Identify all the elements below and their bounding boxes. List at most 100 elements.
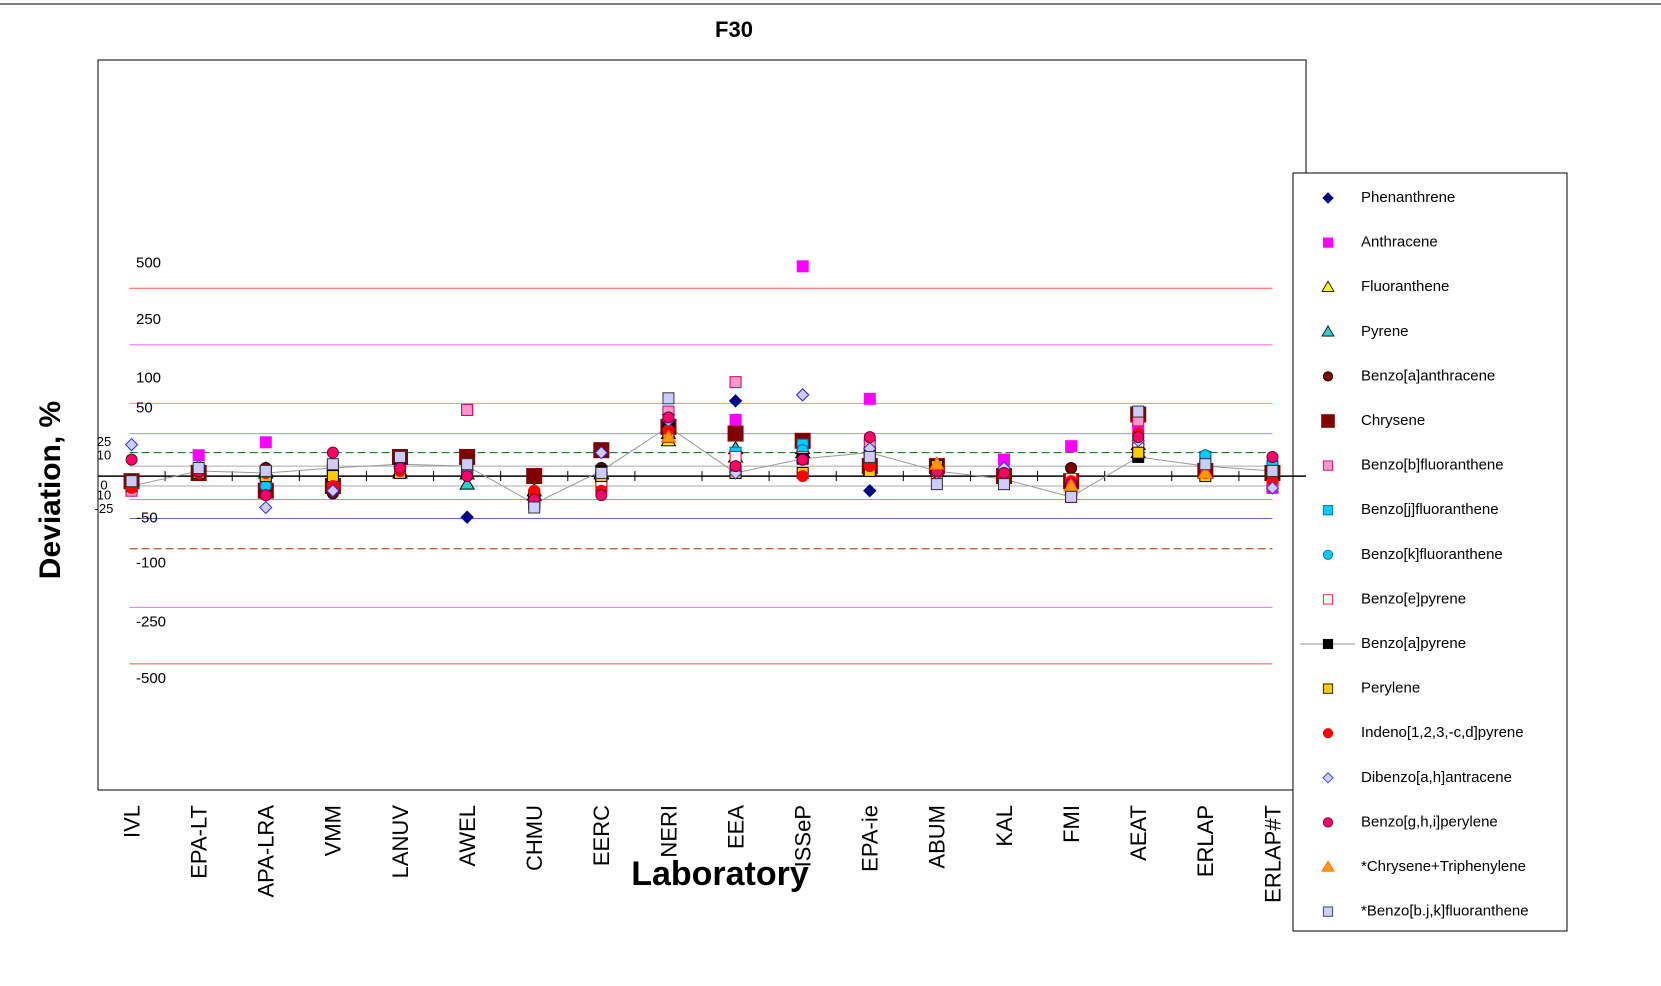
data-point	[1132, 431, 1145, 444]
x-tick-label: APA-LRA	[254, 805, 279, 898]
data-point	[1199, 458, 1212, 471]
x-tick-label: KAL	[992, 805, 1017, 847]
data-point	[1065, 461, 1078, 474]
data-point	[795, 388, 810, 402]
legend-label: *Chrysene+Triphenylene	[1361, 858, 1526, 875]
legend-marker	[1322, 772, 1334, 784]
data-point	[259, 436, 272, 449]
x-tick-label: FMI	[1059, 805, 1084, 843]
legend-label: Benzo[a]anthracene	[1361, 367, 1495, 384]
data-point	[326, 484, 340, 498]
data-point	[660, 429, 677, 443]
legend-label: Perylene	[1361, 680, 1420, 697]
plot-frame	[97, 59, 1307, 791]
legend-label: Anthracene	[1361, 234, 1438, 251]
data-point	[662, 392, 675, 405]
legend-label: Benzo[k]fluoranthene	[1361, 546, 1503, 563]
y-tick-label: 50	[136, 400, 153, 417]
legend-label: Benzo[a]pyrene	[1361, 635, 1466, 652]
legend-marker	[1322, 683, 1334, 694]
legend-marker	[1321, 325, 1335, 337]
data-point	[259, 500, 273, 515]
x-tick-label: AWEL	[455, 805, 480, 867]
data-point	[1132, 446, 1145, 459]
data-point	[662, 411, 675, 424]
data-point	[727, 425, 744, 442]
data-point	[461, 403, 474, 416]
x-tick-label: ISSeP	[790, 805, 815, 867]
series-line	[131, 426, 1273, 505]
legend-label: Fluoranthene	[1361, 278, 1449, 295]
legend-label: Benzo[e]pyrene	[1361, 590, 1466, 607]
legend-marker	[1322, 237, 1334, 248]
x-tick-label: EPA-LT	[186, 805, 211, 879]
legend-marker	[1322, 817, 1334, 828]
data-point	[930, 478, 943, 491]
y-tick-label: 10	[97, 487, 111, 502]
y-tick-label: 10	[97, 448, 111, 463]
data-point	[929, 456, 945, 470]
legend-label: Pyrene	[1361, 323, 1409, 340]
data-point	[459, 476, 475, 490]
legend-label: Benzo[j]fluoranthene	[1361, 501, 1499, 518]
legend-marker	[1322, 906, 1334, 917]
y-tick-label: -500	[136, 670, 166, 687]
legend-label: Dibenzo[a,h]antracene	[1361, 769, 1512, 786]
y-axis-title: Deviation, %	[34, 401, 67, 579]
data-point	[1266, 464, 1279, 477]
y-tick-label: -25	[95, 501, 114, 516]
y-tick-label: -50	[136, 510, 158, 527]
legend-marker	[1321, 414, 1335, 428]
data-point	[729, 460, 742, 473]
y-tick-label: -100	[136, 555, 166, 572]
data-point	[1132, 405, 1145, 418]
y-tick-label: 250	[136, 311, 161, 328]
data-point	[125, 475, 138, 488]
data-point	[259, 489, 272, 502]
legend-box	[1292, 172, 1568, 932]
data-point	[1197, 464, 1214, 479]
data-point	[1065, 440, 1078, 453]
data-point	[595, 489, 608, 502]
legend-label: Benzo[b]fluoranthene	[1361, 457, 1504, 474]
x-tick-label: EERC	[589, 805, 614, 866]
data-point	[394, 450, 406, 463]
legend-marker	[1322, 460, 1334, 471]
legend-marker	[1322, 192, 1334, 204]
x-tick-label: ERLAP	[1193, 805, 1218, 877]
data-point	[595, 466, 608, 479]
legend-label: *Benzo[b.j,k]fluoranthene	[1361, 903, 1529, 920]
data-point	[461, 470, 474, 483]
legend-marker	[1322, 638, 1334, 650]
legend-label: Chrysene	[1361, 412, 1425, 429]
x-tick-label: AEAT	[1126, 805, 1151, 861]
data-point	[460, 510, 474, 524]
data-point	[796, 260, 809, 273]
data-point	[192, 449, 205, 462]
data-point	[192, 461, 205, 474]
data-point	[729, 376, 742, 389]
y-tick-label: 0	[100, 478, 107, 493]
data-point	[863, 450, 876, 463]
data-point	[863, 431, 876, 444]
x-axis-title: Laboratory	[631, 855, 809, 893]
x-tick-label: EEA	[723, 805, 748, 849]
data-point	[526, 468, 543, 485]
data-point	[1065, 490, 1078, 503]
data-point	[124, 437, 139, 452]
chart-title: F30	[715, 17, 753, 42]
legend-label: Phenanthrene	[1361, 189, 1455, 206]
data-point	[259, 464, 272, 477]
y-tick-label: 100	[136, 369, 161, 386]
data-point	[1265, 481, 1280, 495]
x-tick-label: ABUM	[925, 805, 950, 869]
data-point	[326, 470, 339, 483]
data-point	[528, 501, 541, 514]
data-point	[125, 453, 138, 466]
x-tick-label: CHMU	[522, 805, 547, 871]
x-tick-label: EPA-ie	[858, 805, 883, 872]
data-point	[1266, 450, 1279, 463]
legend-marker	[1322, 728, 1334, 739]
x-tick-label: NERI	[656, 805, 681, 858]
